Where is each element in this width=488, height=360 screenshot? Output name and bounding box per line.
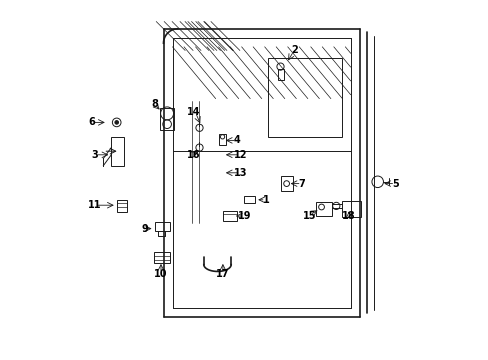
Bar [277, 69, 284, 80]
Text: 8: 8 [151, 99, 158, 109]
Text: 19: 19 [237, 211, 251, 221]
Text: 2: 2 [291, 45, 298, 55]
Bar [153, 252, 170, 263]
Circle shape [115, 121, 118, 124]
Bar [117, 200, 126, 212]
Text: 7: 7 [298, 179, 305, 189]
Text: 4: 4 [233, 135, 240, 145]
Text: 14: 14 [187, 107, 201, 117]
Bar [341, 201, 361, 217]
Text: 3: 3 [92, 150, 98, 160]
Bar [155, 222, 169, 231]
Text: 17: 17 [216, 269, 229, 279]
Text: 12: 12 [234, 150, 247, 160]
Bar [280, 176, 292, 191]
Text: 10: 10 [154, 269, 167, 279]
Bar [316, 202, 331, 216]
Text: 15: 15 [302, 211, 315, 221]
Bar [223, 211, 236, 221]
Text: 9: 9 [141, 224, 147, 234]
Bar [160, 108, 174, 130]
Text: 1: 1 [262, 195, 269, 205]
Bar [219, 134, 225, 145]
Text: 18: 18 [342, 211, 355, 221]
Text: 16: 16 [187, 150, 201, 160]
Bar [244, 196, 255, 203]
Bar [267, 58, 341, 137]
Text: 5: 5 [391, 179, 398, 189]
Text: 11: 11 [88, 200, 102, 210]
Text: 13: 13 [234, 168, 247, 178]
Bar [111, 137, 124, 166]
Text: 6: 6 [88, 117, 95, 127]
